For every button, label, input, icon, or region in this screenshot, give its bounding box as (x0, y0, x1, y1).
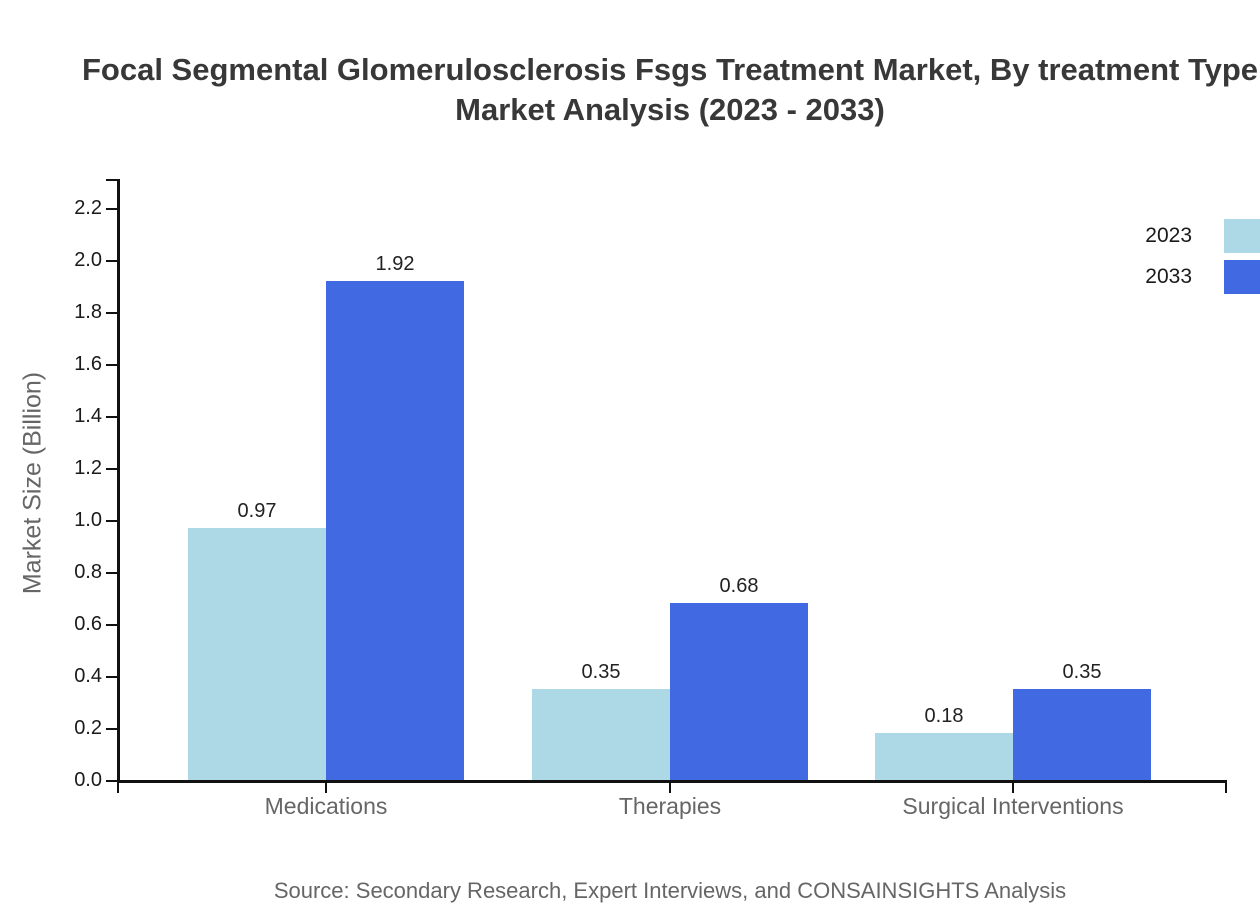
x-axis-spine (117, 780, 1227, 783)
y-tick-label-1.0: 1.0 (74, 509, 102, 531)
y-tick-mark-2.2 (106, 207, 118, 210)
y-tick-label-2.0: 2.0 (74, 249, 102, 271)
bar-2023-therapies (532, 689, 670, 780)
y-tick-label-1.2: 1.2 (74, 457, 102, 479)
bar-value-label-2033-surgical-interventions: 0.35 (1062, 661, 1102, 683)
x-tick-mark-3 (1012, 782, 1014, 793)
y-tick-label-1.4: 1.4 (74, 405, 102, 427)
y-tick-label-0.0: 0.0 (74, 769, 102, 791)
category-label-surgical-interventions: Surgical Interventions (902, 793, 1124, 819)
y-tick-label-1.6: 1.6 (74, 353, 102, 375)
category-label-medications: Medications (264, 793, 388, 819)
bar-2033-medications (326, 280, 464, 780)
y-tick-mark-0.6 (106, 623, 118, 626)
y-tick-mark-1.8 (106, 311, 118, 314)
source-note: Source: Secondary Research, Expert Inter… (273, 878, 1067, 903)
y-tick-label-2.2: 2.2 (74, 197, 102, 219)
y-tick-mark-0.4 (106, 675, 118, 678)
y-tick-mark-0.2 (106, 727, 118, 730)
bar-2033-surgical-interventions (1013, 689, 1151, 780)
legend-swatch-2023 (1224, 219, 1260, 253)
legend-label-2033: 2033 (1145, 265, 1192, 288)
bar-2033-therapies (670, 603, 808, 780)
bar-2023-surgical-interventions (875, 733, 1013, 780)
chart-title-line-1: Focal Segmental Glomerulosclerosis Fsgs … (81, 52, 1259, 87)
legend-swatch-2033 (1224, 260, 1260, 294)
bar-value-label-2023-medications: 0.97 (237, 499, 277, 522)
x-tick-mark-2 (669, 782, 671, 793)
y-tick-mark-1.4 (106, 415, 118, 418)
y-tick-label-0.6: 0.6 (74, 613, 102, 635)
y-tick-label-0.8: 0.8 (74, 561, 102, 583)
x-tick-mark-0 (117, 782, 119, 793)
bar-value-label-2023-surgical-interventions: 0.18 (924, 705, 964, 728)
y-tick-mark-0.8 (106, 571, 118, 574)
bar-value-label-2033-medications: 1.92 (375, 252, 415, 275)
y-tick-mark-1.2 (106, 467, 118, 470)
chart-title-line-2: Market Analysis (2023 - 2033) (455, 92, 885, 127)
y-axis-spine (117, 179, 120, 782)
y-tick-mark-0.0 (106, 779, 118, 782)
y-tick-mark-1.0 (106, 519, 118, 522)
bar-value-label-2023-therapies: 0.35 (581, 661, 621, 683)
legend-label-2023: 2023 (1145, 224, 1192, 247)
y-tick-mark-1.6 (106, 363, 118, 366)
x-tick-mark-1 (325, 782, 327, 793)
category-label-therapies: Therapies (618, 793, 722, 819)
y-tick-mark-2.0 (106, 259, 118, 262)
x-tick-mark-4 (1225, 782, 1227, 793)
y-tick-label-0.4: 0.4 (74, 665, 102, 687)
y-tick-label-1.8: 1.8 (74, 301, 102, 323)
bar-2023-medications (188, 527, 326, 780)
y-axis-endcap-tick (106, 179, 118, 181)
y-tick-label-0.2: 0.2 (74, 717, 102, 739)
bar-value-label-2033-therapies: 0.68 (719, 575, 759, 598)
